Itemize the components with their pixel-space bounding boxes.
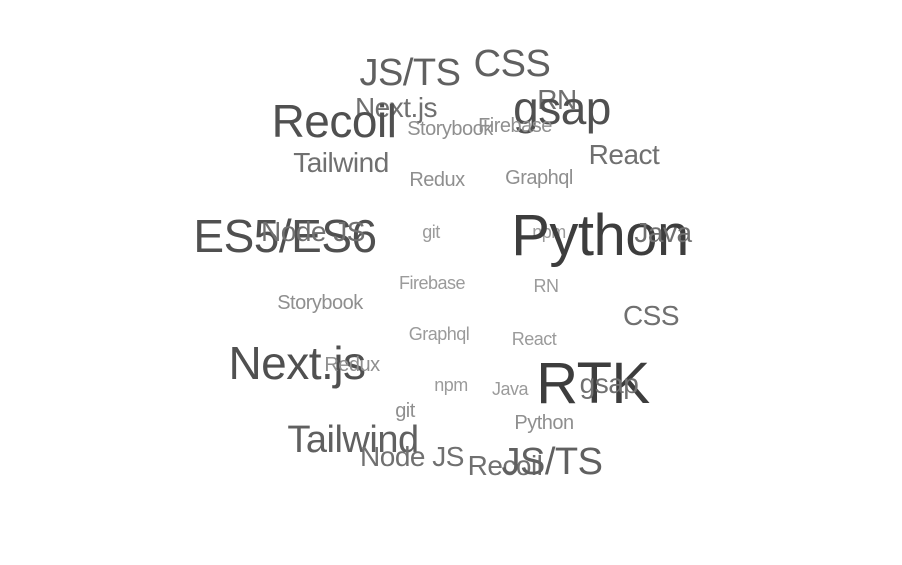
tag-next-js[interactable]: Next.js — [228, 337, 366, 389]
tag-rn[interactable]: RN — [537, 84, 577, 115]
tag-react[interactable]: React — [511, 329, 557, 349]
tag-css[interactable]: CSS — [473, 43, 551, 85]
tag-storybook[interactable]: Storybook — [277, 292, 363, 314]
tag-npm[interactable]: npm — [434, 375, 468, 395]
tag-redux[interactable]: Redux — [324, 354, 380, 376]
tag-firebase[interactable]: Firebase — [398, 273, 466, 293]
tag-next-js[interactable]: Next.js — [354, 92, 438, 123]
tag-storybook[interactable]: Storybook — [407, 118, 493, 140]
tag-es5-es6[interactable]: ES5/ES6 — [193, 210, 377, 262]
tag-git[interactable]: git — [395, 400, 415, 422]
tag-graphql[interactable]: Graphql — [505, 167, 573, 189]
tag-node-js[interactable]: Node JS — [360, 441, 464, 472]
tag-gsap[interactable]: gsap — [579, 368, 639, 399]
tag-tailwind[interactable]: Tailwind — [293, 147, 389, 178]
tag-rtk[interactable]: RTK — [536, 351, 650, 416]
tag-recoil[interactable]: Recoil — [467, 450, 543, 481]
tag-node-js[interactable]: Node JS — [261, 216, 365, 247]
tag-npm[interactable]: npm — [532, 222, 566, 242]
tag-css[interactable]: CSS — [622, 300, 680, 331]
tag-python[interactable]: Python — [514, 412, 574, 434]
tag-react[interactable]: React — [588, 139, 660, 170]
tag-python[interactable]: Python — [511, 203, 689, 268]
tag-java[interactable]: Java — [491, 379, 529, 399]
tag-tailwind[interactable]: Tailwind — [287, 419, 419, 461]
tag-js-ts[interactable]: JS/TS — [359, 52, 461, 94]
tag-java[interactable]: Java — [634, 217, 692, 248]
tag-firebase[interactable]: Firebase — [478, 115, 552, 137]
tag-recoil[interactable]: Recoil — [271, 95, 397, 147]
tag-js-ts[interactable]: JS/TS — [501, 441, 603, 483]
tag-git[interactable]: git — [422, 222, 440, 242]
tag-rn[interactable]: RN — [533, 276, 560, 296]
tag-redux[interactable]: Redux — [409, 169, 465, 191]
tag-graphql[interactable]: Graphql — [408, 324, 470, 344]
tag-gsap[interactable]: gsap — [513, 82, 611, 134]
